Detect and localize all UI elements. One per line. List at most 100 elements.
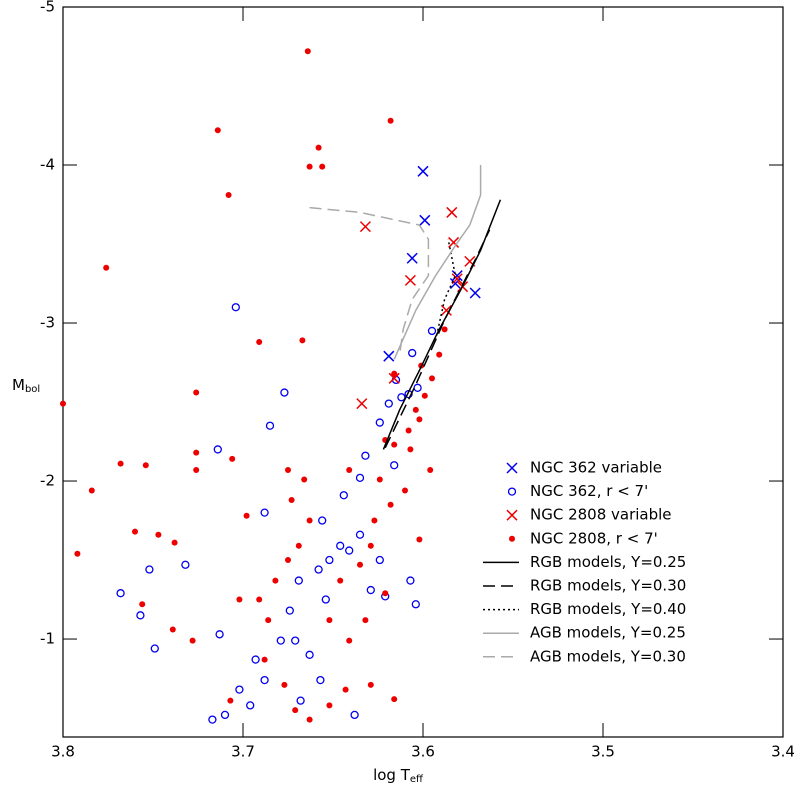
data-point xyxy=(391,370,398,377)
data-point xyxy=(336,541,345,550)
data-point xyxy=(427,326,437,336)
data-point xyxy=(319,163,326,170)
y-tick-label: -1 xyxy=(40,630,55,648)
data-point xyxy=(321,595,330,604)
data-point xyxy=(412,406,419,413)
data-point xyxy=(376,476,383,483)
data-point xyxy=(371,517,378,524)
data-point xyxy=(451,273,463,285)
data-point xyxy=(60,400,66,407)
legend-label: NGC 2808, r < 7' xyxy=(530,529,658,547)
data-point xyxy=(388,372,400,384)
data-point xyxy=(299,337,306,344)
data-point xyxy=(304,48,311,55)
y-tick-label: -5 xyxy=(40,0,55,16)
legend-marker xyxy=(506,462,518,474)
legend-label: RGB models, Y=0.30 xyxy=(530,577,686,595)
y-label-main: M xyxy=(12,376,25,394)
legend-label: AGB models, Y=0.30 xyxy=(530,647,686,665)
data-point xyxy=(292,707,299,714)
legend-label: AGB models, Y=0.25 xyxy=(530,624,686,642)
data-point xyxy=(384,399,393,408)
data-point xyxy=(405,427,412,434)
data-point xyxy=(306,517,313,524)
data-point xyxy=(171,539,178,546)
x-axis-label: log Teff xyxy=(373,766,424,786)
x-tick-label: 3.6 xyxy=(411,743,435,761)
data-point xyxy=(236,596,243,603)
x-tick-label: 3.4 xyxy=(771,743,795,761)
data-point xyxy=(246,701,255,710)
model-line xyxy=(309,206,430,355)
model-line xyxy=(384,229,491,449)
data-point xyxy=(214,127,221,134)
data-point xyxy=(355,530,365,539)
legend-marker xyxy=(506,509,518,521)
data-point xyxy=(404,274,416,286)
data-point xyxy=(411,600,420,609)
data-point xyxy=(375,555,384,565)
data-point xyxy=(406,252,418,264)
data-point xyxy=(346,466,353,473)
data-point xyxy=(346,637,353,644)
data-point xyxy=(416,416,423,423)
data-point xyxy=(169,626,176,633)
data-point xyxy=(383,350,395,362)
data-point xyxy=(265,421,275,430)
legend-label: RGB models, Y=0.25 xyxy=(530,553,686,571)
data-point xyxy=(193,466,200,473)
data-point xyxy=(276,636,285,645)
data-point xyxy=(446,206,458,218)
data-point xyxy=(220,710,230,720)
model-line xyxy=(434,239,457,341)
data-point xyxy=(280,388,289,397)
data-point xyxy=(366,585,375,595)
data-point xyxy=(345,546,354,555)
data-point xyxy=(265,617,272,624)
data-point xyxy=(193,449,200,456)
y-label-sub: bol xyxy=(25,384,40,395)
data-point xyxy=(251,655,260,664)
data-point xyxy=(155,531,162,538)
data-point xyxy=(339,491,348,500)
data-point xyxy=(416,536,423,543)
model-line xyxy=(382,199,502,450)
data-point xyxy=(74,550,81,557)
data-point xyxy=(301,476,308,483)
data-point xyxy=(88,487,95,494)
data-point xyxy=(315,144,322,151)
data-point xyxy=(355,473,365,483)
data-point xyxy=(132,528,138,535)
data-point xyxy=(357,561,363,568)
data-point xyxy=(213,445,222,454)
data-point xyxy=(215,630,224,639)
data-point xyxy=(208,715,217,724)
data-point xyxy=(261,656,268,663)
data-point xyxy=(225,192,232,199)
data-point xyxy=(227,697,234,704)
data-point xyxy=(116,589,125,598)
legend-label: RGB models, Y=0.40 xyxy=(530,600,686,618)
data-point xyxy=(294,576,303,585)
data-point xyxy=(256,596,263,603)
data-point xyxy=(387,117,394,124)
data-point xyxy=(350,710,359,720)
legend-label: NGC 362 variable xyxy=(530,459,662,477)
data-point xyxy=(326,702,333,709)
y-tick-label: -2 xyxy=(40,472,55,490)
data-point xyxy=(235,685,244,694)
data-point xyxy=(181,560,190,569)
x-tick-label: 3.7 xyxy=(231,743,255,761)
data-point xyxy=(387,501,394,508)
data-point xyxy=(436,351,443,358)
data-point xyxy=(193,389,200,396)
data-point xyxy=(375,418,384,427)
data-point xyxy=(316,675,325,685)
model-line xyxy=(393,165,482,360)
data-point xyxy=(325,555,334,565)
data-point xyxy=(281,681,288,688)
data-point xyxy=(469,287,481,299)
x-tick-label: 3.8 xyxy=(51,743,75,761)
legend-marker xyxy=(509,535,515,542)
